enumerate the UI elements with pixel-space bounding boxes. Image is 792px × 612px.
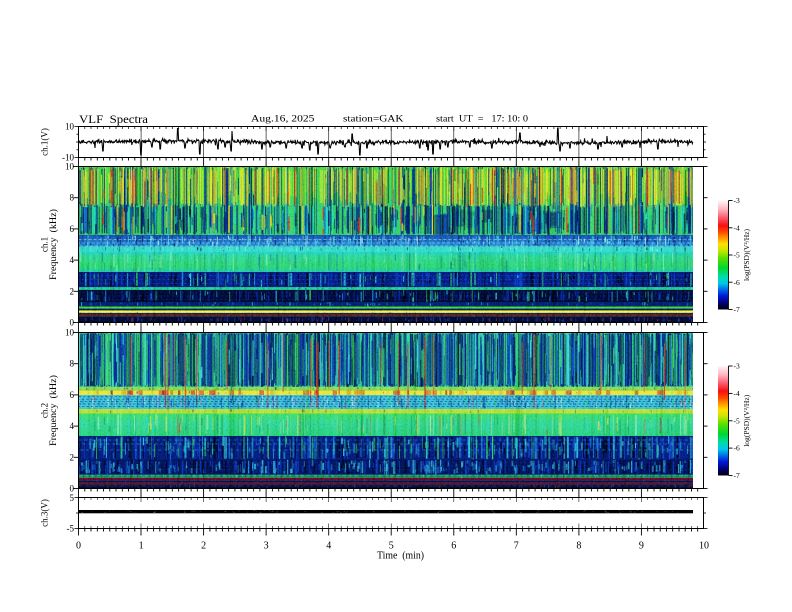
svg-text:-6: -6: [734, 278, 740, 287]
svg-text:-6: -6: [734, 444, 740, 453]
svg-text:2: 2: [70, 286, 75, 296]
svg-text:10: 10: [65, 328, 75, 338]
svg-text:4: 4: [326, 541, 331, 552]
svg-text:6: 6: [70, 224, 75, 234]
svg-text:2: 2: [201, 541, 206, 552]
svg-text:7: 7: [514, 541, 519, 552]
svg-text:-7: -7: [734, 305, 740, 314]
svg-text:6: 6: [451, 541, 456, 552]
svg-text:VLF Spectra: VLF Spectra: [79, 114, 148, 126]
svg-text:log(PSD)(V²/Hz): log(PSD)(V²/Hz): [743, 394, 751, 447]
svg-text:5: 5: [70, 493, 75, 503]
svg-text:10: 10: [65, 162, 75, 172]
svg-text:4: 4: [70, 421, 75, 431]
svg-text:-10: -10: [62, 153, 74, 163]
svg-text:-5: -5: [734, 251, 740, 260]
svg-text:9: 9: [639, 541, 644, 552]
svg-text:8: 8: [70, 193, 75, 203]
svg-text:-3: -3: [734, 362, 740, 371]
svg-text:ch.1: ch.1: [40, 237, 50, 252]
svg-text:-4: -4: [734, 389, 740, 398]
svg-text:Time (min): Time (min): [377, 551, 424, 562]
svg-text:station=GAK: station=GAK: [343, 115, 404, 125]
svg-text:-5: -5: [734, 416, 740, 425]
svg-text:0: 0: [76, 541, 81, 552]
svg-text:-7: -7: [734, 471, 740, 480]
svg-text:Frequency (kHz): Frequency (kHz): [48, 209, 58, 280]
svg-text:10: 10: [699, 541, 709, 552]
svg-text:start UT = 17: 10: 0: start UT = 17: 10: 0: [436, 115, 528, 125]
svg-text:0: 0: [70, 318, 75, 328]
svg-text:10: 10: [65, 122, 75, 132]
svg-text:ch.1(V): ch.1(V): [40, 128, 50, 156]
svg-text:2: 2: [70, 452, 75, 462]
svg-text:0: 0: [70, 484, 75, 494]
svg-text:Aug.16, 2025: Aug.16, 2025: [251, 115, 315, 125]
svg-text:3: 3: [264, 541, 269, 552]
svg-text:ch.2: ch.2: [40, 403, 50, 418]
svg-text:4: 4: [70, 255, 75, 265]
svg-text:-3: -3: [734, 196, 740, 205]
svg-text:-4: -4: [734, 223, 740, 232]
svg-text:8: 8: [576, 541, 581, 552]
svg-text:ch.3(V): ch.3(V): [40, 499, 50, 527]
svg-text:1: 1: [139, 541, 144, 552]
svg-text:5: 5: [389, 541, 394, 552]
svg-text:log(PSD)(V²/Hz): log(PSD)(V²/Hz): [743, 228, 751, 281]
svg-text:-5: -5: [67, 524, 75, 534]
svg-text:Frequency (kHz): Frequency (kHz): [48, 375, 58, 446]
svg-text:6: 6: [70, 390, 75, 400]
svg-text:8: 8: [70, 359, 75, 369]
